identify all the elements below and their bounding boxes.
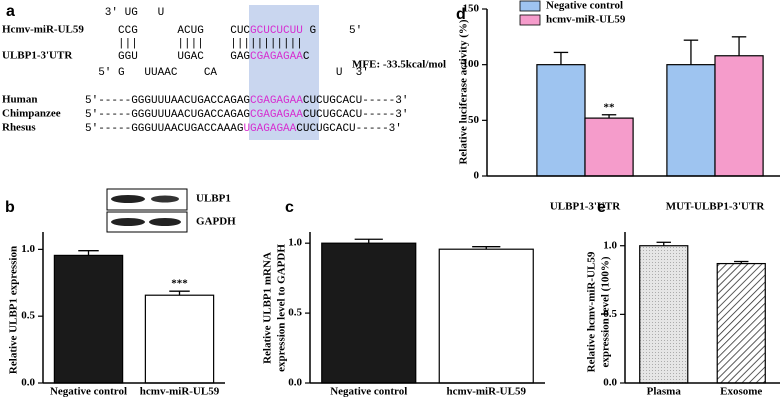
sequence-core: CGAGAGAA xyxy=(250,109,303,121)
y-axis-label: Relative hcmv-miR-UL59 xyxy=(586,251,598,372)
panel-letter: b xyxy=(5,199,15,216)
y-tick-label: 0.0 xyxy=(21,377,35,389)
sequence-right: CUCUGCACU-----3' xyxy=(296,123,402,135)
sequence-left: 5'-----GGGUUUAACUGACCAGAG xyxy=(85,109,250,121)
x-tick-label: ULBP1-3'UTR xyxy=(550,201,621,213)
y-tick-label: 0.0 xyxy=(603,377,617,389)
y-tick-label: 100 xyxy=(463,58,480,70)
blot-label: GAPDH xyxy=(196,216,236,228)
panel-letter: a xyxy=(6,3,15,20)
legend-label: hcmv-miR-UL59 xyxy=(546,14,626,26)
bar xyxy=(144,294,215,384)
sequence-right: G 5' xyxy=(303,25,362,37)
sequence-core: GCUCUCUU xyxy=(250,25,303,37)
row-label: Chimpanzee xyxy=(2,108,61,120)
x-tick-label: Plasma xyxy=(647,386,682,398)
sequence-left: 5'-----GGGUUAACUGACCAAAG xyxy=(85,123,243,135)
sequence-right: CUCUGCACU-----3' xyxy=(303,109,409,121)
sequence-row: CCG ACUG CUCGCUCUCUU G 5' xyxy=(85,25,362,37)
bar xyxy=(53,254,124,384)
panel-letter: d xyxy=(456,6,466,23)
sequence-right: CUCUGCACU-----3' xyxy=(303,95,409,107)
sequence-row: GGU UGAC GAGCGAGAGAAC xyxy=(85,51,310,63)
sequence-left: GGU UGAC GAG xyxy=(85,51,250,63)
sequence-right: C xyxy=(303,51,310,63)
x-tick-label: hcmv-miR-UL59 xyxy=(140,386,220,398)
sequence-core: UGAGAGAA xyxy=(243,123,296,135)
y-axis-label: expression level (100%) xyxy=(600,256,612,367)
sequence-line: 3' UG U xyxy=(85,7,164,19)
legend-label: Negative control xyxy=(546,0,623,12)
bar xyxy=(666,64,716,177)
y-tick-label: 1.0 xyxy=(21,243,35,255)
x-tick-label: Exosome xyxy=(720,386,762,398)
sequence-core: CGAGAGAA xyxy=(250,51,303,63)
y-tick-label: 0.0 xyxy=(288,377,302,389)
mfe: MFE: -33.5kcal/mol xyxy=(352,59,446,71)
x-tick-label: hcmv-miR-UL59 xyxy=(447,386,527,398)
sequence-core: CGAGAGAA xyxy=(250,95,303,107)
y-tick-label: 50 xyxy=(468,114,480,126)
x-tick-label: Negative control xyxy=(50,386,127,398)
y-tick-label: 0.5 xyxy=(21,310,35,322)
sequence-row: 5'-----GGGUUUAACUGACCAGAGCGAGAGAACUCUGCA… xyxy=(85,109,408,121)
annotation: *** xyxy=(171,278,188,290)
y-tick-label: 1.0 xyxy=(288,237,302,249)
y-tick-label: 0 xyxy=(474,170,480,182)
y-tick-label: 0.5 xyxy=(288,307,302,319)
row-label: Rhesus xyxy=(2,122,36,134)
bar xyxy=(321,242,417,384)
y-axis-label: expression level to GAPDH xyxy=(276,244,288,372)
sequence-row: 5'-----GGGUUUAACUGACCAGAGCGAGAGAACUCUGCA… xyxy=(85,95,408,107)
pair-line: ||| |||| ||||||||||| xyxy=(85,38,303,50)
bar xyxy=(438,248,534,384)
bar xyxy=(536,64,586,177)
legend-swatch xyxy=(519,0,541,12)
bar xyxy=(716,262,766,384)
blot: ULBP1 GAPDH xyxy=(106,188,236,233)
y-tick-label: 150 xyxy=(463,3,480,15)
row-label: Hcmv-miR-UL59 xyxy=(2,24,84,36)
bar xyxy=(584,117,634,177)
panel-letter: c xyxy=(285,199,294,216)
bar xyxy=(714,55,764,177)
row-label: Human xyxy=(2,94,37,106)
x-tick-label: Negative control xyxy=(330,386,407,398)
y-tick-label: 0.5 xyxy=(603,308,617,320)
y-axis-label: Relative ULBP1 mRNA xyxy=(262,252,274,364)
annotation: ** xyxy=(604,101,616,113)
panel-letter: e xyxy=(597,199,606,216)
bar xyxy=(639,245,689,384)
y-axis-label: Relative luciferase activity (%) xyxy=(458,19,470,164)
x-tick-label: MUT-ULBP1-3'UTR xyxy=(666,201,766,213)
y-tick-label: 1.0 xyxy=(603,239,617,251)
blot-label: ULBP1 xyxy=(196,193,231,205)
sequence-left: CCG ACUG CUC xyxy=(85,25,250,37)
sequence-line: 5' G UUAAC CA U 3' xyxy=(85,67,369,79)
row-label: ULBP1-3'UTR xyxy=(2,50,73,62)
legend-swatch xyxy=(519,14,541,26)
y-axis-label: Relative ULBP1 expression xyxy=(8,246,20,374)
highlight-box xyxy=(249,5,319,140)
sequence-left: 5'-----GGGUUUAACUGACCAGAG xyxy=(85,95,250,107)
sequence-row: 5'-----GGGUUAACUGACCAAAGUGAGAGAACUCUGCAC… xyxy=(85,123,402,135)
